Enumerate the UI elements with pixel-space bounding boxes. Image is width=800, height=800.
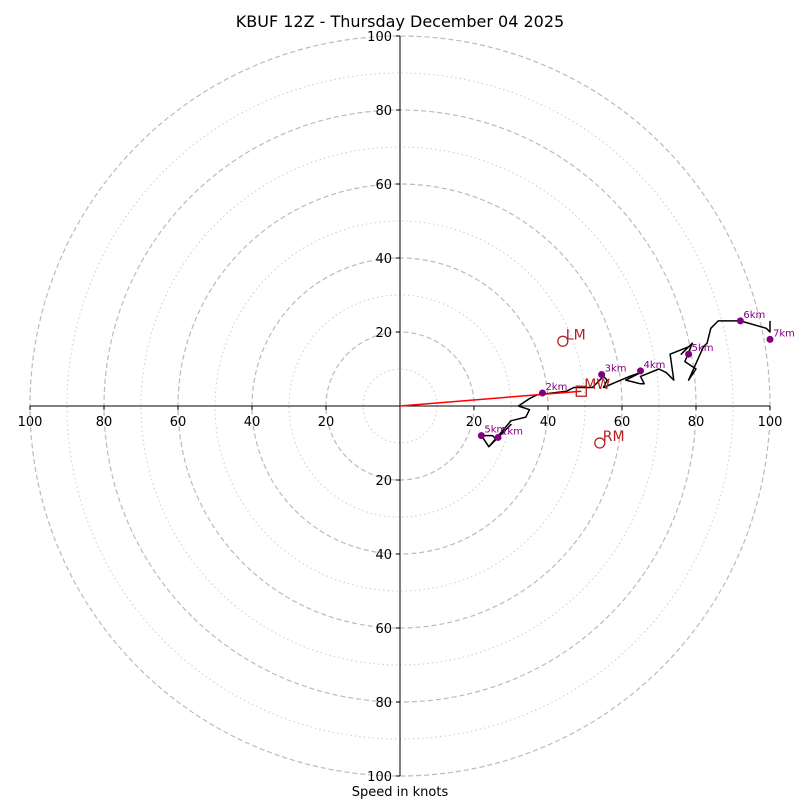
y-tick-label: 20 [375,326,392,341]
chart-title: KBUF 12Z - Thursday December 04 2025 [236,12,564,31]
height-marker-label: 2km [545,382,567,393]
y-tick-label: 20 [375,474,392,489]
storm-motions: LM RM MW [557,327,625,449]
hodograph-trace [480,320,771,448]
x-tick-label: 60 [614,415,631,430]
axis-ticks: 100 80 60 40 20 20 40 60 80 100 100 80 60 40 20 20 40 60 8… [18,30,783,785]
height-marker-dot [637,367,644,375]
y-tick-label: 80 [375,104,392,119]
y-tick-label: 100 [367,30,392,45]
y-tick-label: 60 [375,178,392,193]
height-marker-label: 4km [644,360,666,371]
x-tick-label: 100 [758,415,783,430]
height-marker-label: 6km [743,310,765,321]
height-marker-label: 5km [484,425,506,436]
height-marker-dot [477,432,485,440]
storm-motion-marker [557,335,569,347]
height-marker-dot [685,350,693,358]
height-marker-dot [736,317,744,325]
height-marker-label: 5km [692,343,714,354]
storm-motion-label: LM [566,327,586,343]
height-marker-label: 3km [605,364,627,375]
height-marker-dot [538,389,546,397]
x-tick-label: 40 [244,415,261,430]
hodograph-trace-group [480,320,771,448]
shear-vector-group [399,390,582,407]
height-marker-label: 7km [773,328,795,339]
x-tick-label: 20 [466,415,483,430]
shear-vector-line [399,390,582,407]
x-tick-label: 80 [96,415,113,430]
x-axis-label: Speed in knots [352,785,449,800]
storm-motion-marker [594,437,606,449]
x-tick-label: 40 [540,415,557,430]
height-marker-label: 1km [501,426,523,437]
height-markers: 1km 2km 3km 4km 5km 6km 5km 7km [477,310,795,441]
x-tick-label: 80 [688,415,705,430]
x-tick-label: 100 [18,415,43,430]
height-marker-dot [598,371,606,379]
storm-motion-label: MW [584,377,610,393]
x-tick-label: 60 [170,415,187,430]
storm-motion-label: RM [603,429,625,445]
y-tick-label: 100 [367,770,392,785]
y-tick-label: 60 [375,622,392,637]
y-tick-label: 40 [375,252,392,267]
storm-motion-marker [575,385,587,397]
y-tick-label: 40 [375,548,392,563]
x-tick-label: 20 [318,415,335,430]
height-marker-dot [766,335,774,343]
height-marker-dot [494,433,502,441]
y-tick-label: 80 [375,696,392,711]
